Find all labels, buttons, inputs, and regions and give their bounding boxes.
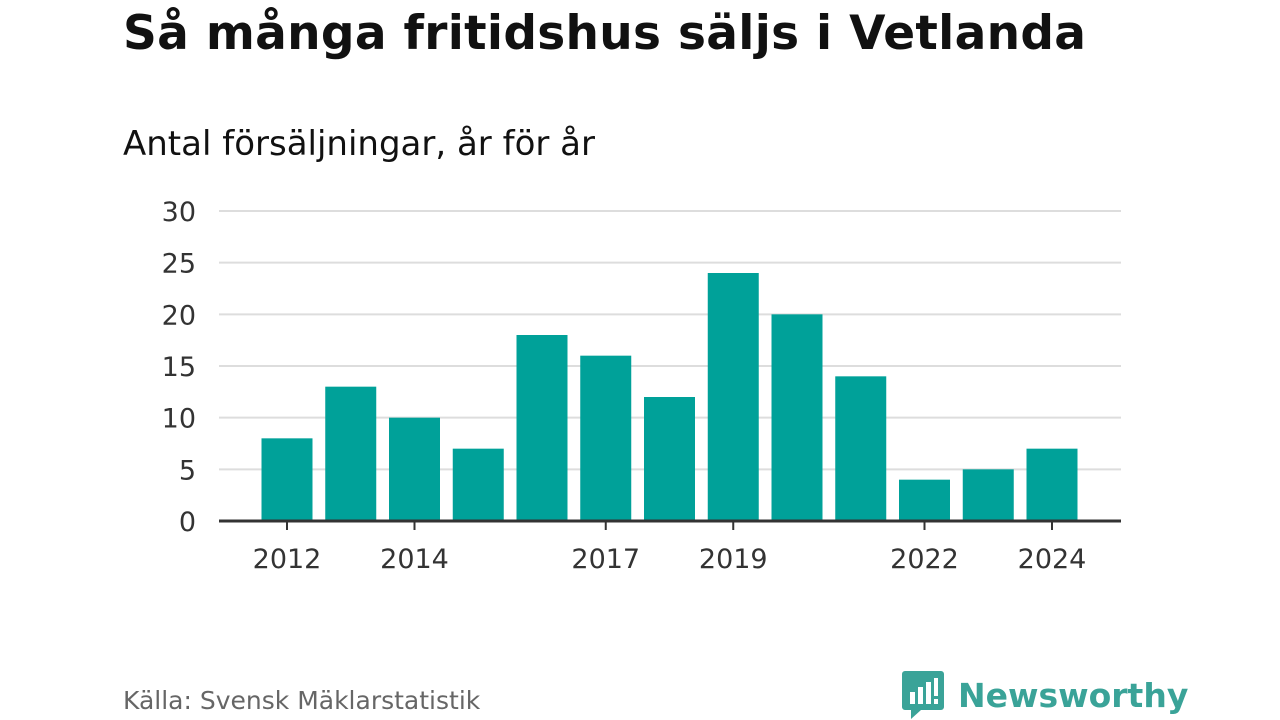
bar-2013 (325, 386, 377, 521)
bar-2018 (644, 397, 695, 521)
bar-2016 (516, 335, 568, 521)
y-tick-label: 10 (162, 404, 196, 435)
brand-name: Newsworthy (958, 675, 1189, 715)
bar-2024 (1026, 448, 1078, 521)
newsworthy-logo-icon (902, 671, 944, 719)
bars (261, 273, 1078, 521)
y-axis-tick-labels: 0 5 10 15 20 25 30 (162, 197, 196, 538)
y-tick-label: 30 (162, 197, 196, 228)
chart-title: Så många fritidshus säljs i Vetlanda (123, 6, 1087, 61)
chart-subtitle: Antal försäljningar, år för år (123, 124, 595, 164)
x-tick-label: 2024 (1018, 544, 1087, 575)
x-tick-label: 2014 (380, 544, 449, 575)
bar-2017 (580, 355, 632, 521)
y-tick-label: 0 (179, 507, 196, 538)
x-tick-label: 2012 (253, 544, 322, 575)
x-axis-tick-labels: 2012 2014 2017 2019 2022 2024 (253, 521, 1087, 575)
y-tick-label: 25 (162, 249, 196, 280)
bar-2022 (899, 479, 950, 521)
bar-2014 (389, 417, 440, 521)
y-tick-label: 20 (162, 300, 196, 331)
bar-2019 (707, 273, 759, 521)
x-tick-label: 2017 (571, 544, 640, 575)
x-tick-label: 2019 (699, 544, 768, 575)
source-note: Källa: Svensk Mäklarstatistik (123, 686, 481, 715)
bar-2015 (452, 448, 504, 521)
x-tick-label: 2022 (890, 544, 959, 575)
bar-2012 (261, 438, 313, 521)
bar-2020 (771, 314, 823, 521)
y-tick-label: 15 (162, 352, 196, 383)
bar-2021 (835, 376, 887, 521)
brand-logo: Newsworthy (902, 671, 1188, 719)
y-tick-label: 5 (179, 455, 196, 486)
bar-2023 (962, 469, 1014, 521)
